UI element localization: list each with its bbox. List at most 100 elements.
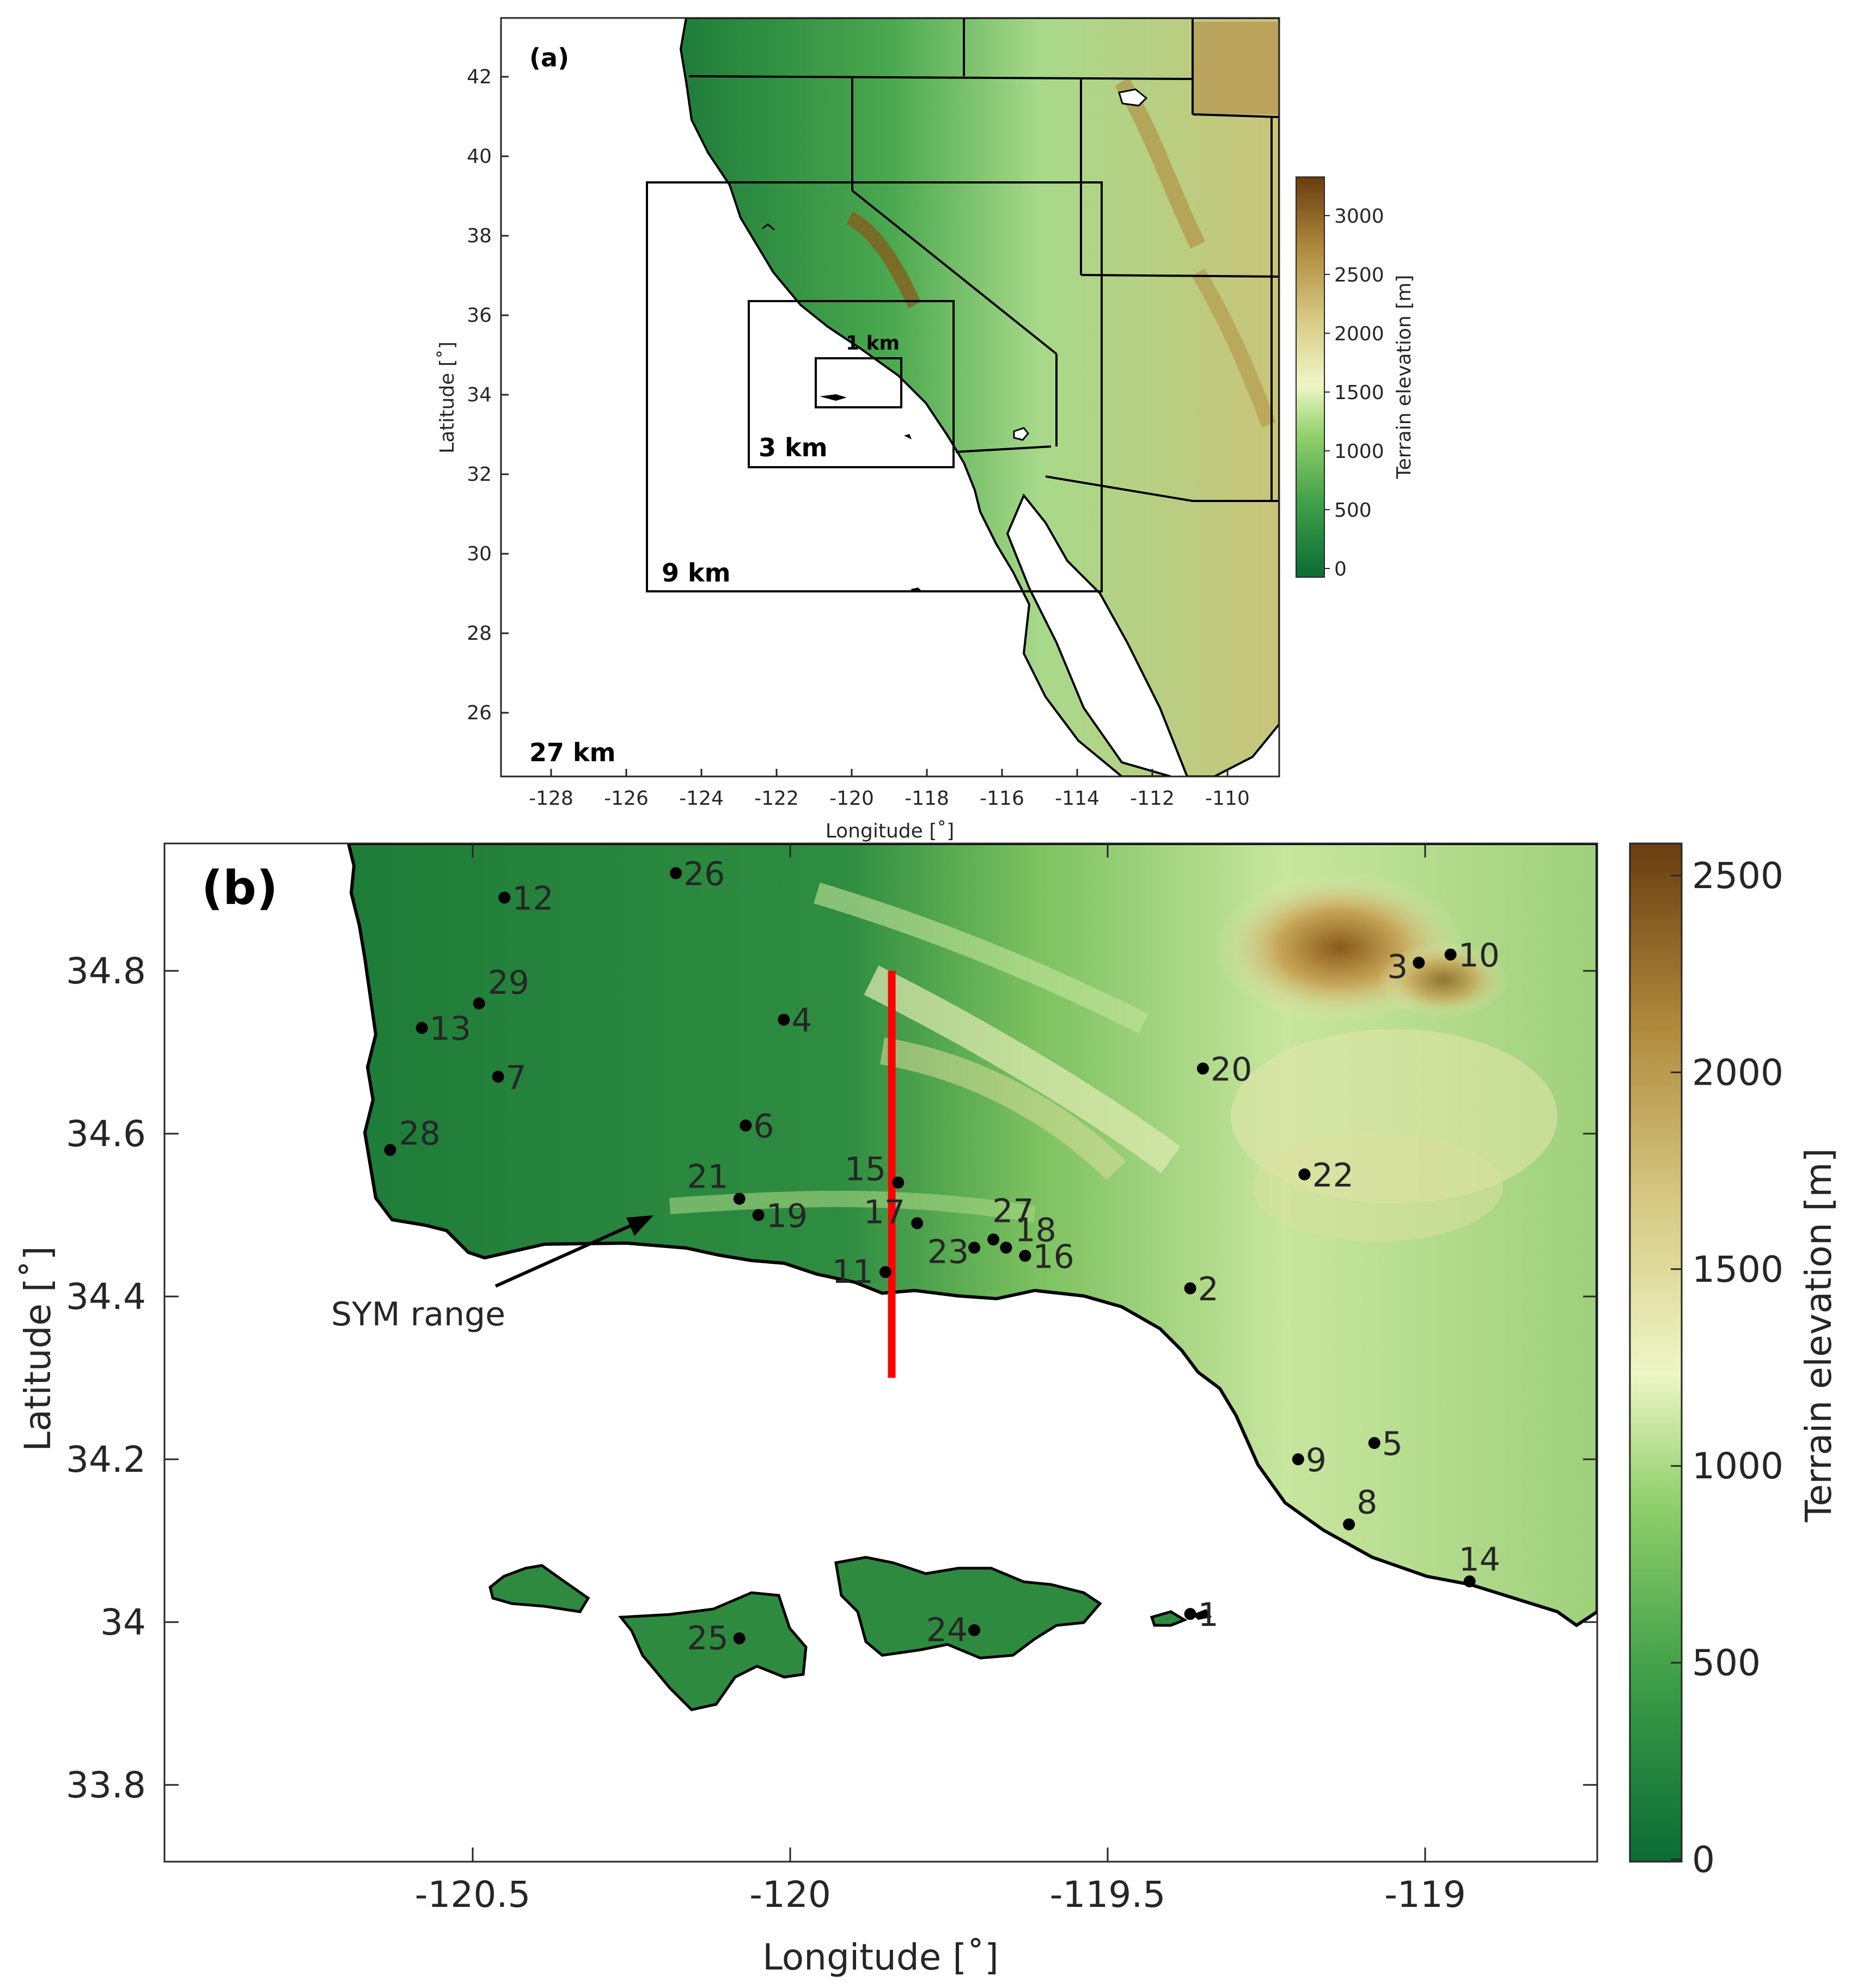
panel-a-y-ticks: 42 40 38 36 34 32 30 28 26 (467, 66, 509, 724)
panel-b-x-axis-title: Longitude [˚] (762, 1936, 999, 1978)
station-marker (1413, 957, 1425, 969)
panel-a-colorbar-tick-label: 2500 (1334, 264, 1384, 286)
panel-a-land (679, 18, 1279, 776)
station-marker (1368, 1437, 1380, 1449)
station-label: 21 (687, 1158, 728, 1196)
station-label: 3 (1387, 948, 1408, 986)
station-marker (968, 1241, 981, 1254)
panel-b-mainland (346, 843, 1597, 1628)
panel-a-x-axis-title: Longitude [˚] (826, 820, 955, 842)
sym-range-arrowhead (626, 1215, 653, 1236)
station-label: 25 (687, 1619, 728, 1657)
sym-range-label: SYM range (331, 1295, 505, 1334)
panel-a-colorbar-tick-label: 1500 (1334, 382, 1384, 404)
panel-a-axes-frame (500, 17, 1280, 778)
panel-a-y-tick-label: 36 (467, 304, 492, 327)
station-marker (492, 1071, 504, 1083)
station-marker (892, 1176, 905, 1189)
station-marker (879, 1266, 891, 1279)
station-label: 29 (488, 964, 529, 1002)
panel-b-colorbar-title: Terrain elevation [m] (1798, 1148, 1840, 1523)
panel-a-y-tick-label: 32 (467, 463, 492, 486)
station-label: 26 (683, 855, 725, 894)
station-label: 27 (992, 1192, 1034, 1230)
panel-a-x-tick-label: -124 (679, 787, 724, 810)
panel-a-colorbar-tick-label: 1000 (1334, 441, 1384, 463)
island-anacapa (1150, 1610, 1188, 1627)
station-label: 4 (791, 1002, 812, 1040)
station-label: 10 (1458, 937, 1500, 975)
domain-9km-box (646, 181, 1103, 592)
panel-b-x-tick-label: -120 (749, 1874, 831, 1916)
domain-1km-label: 1 km (846, 332, 900, 354)
station-marker (473, 997, 485, 1010)
station-marker (1000, 1241, 1012, 1254)
panel-a-x-tick-label: -118 (905, 787, 949, 810)
panel-a-y-tick-label: 40 (467, 145, 492, 168)
domain-27km-label: 27 km (529, 738, 616, 767)
station-marker (1184, 1282, 1196, 1295)
panel-a-colorbar-ticks: 3000 2500 2000 1500 1000 500 0 (1324, 205, 1384, 580)
panel-a-x-tick-label: -112 (1130, 787, 1175, 810)
panel-a-colorbar (1296, 176, 1325, 578)
panel-b-y-tick-label: 34.2 (66, 1439, 146, 1481)
station-marker (911, 1217, 924, 1229)
panel-a-x-tick-label: -126 (604, 787, 649, 810)
island-santa-cruz (834, 1556, 1102, 1660)
station-label: 9 (1306, 1441, 1327, 1479)
panel-b-y-tick-label: 34.8 (66, 950, 146, 992)
panel-b-colorbar (1629, 842, 1683, 1863)
panel-a-colorbar-tick-label: 500 (1334, 499, 1372, 522)
panel-b-y-tick-label: 34.6 (66, 1113, 146, 1155)
panel-a: (a) 27 km 9 km 3 km 1 km -128 -126 -124 -12… (436, 17, 1415, 842)
station-marker (1292, 1453, 1304, 1465)
panel-b-colorbar-tick-label: 1500 (1692, 1249, 1783, 1290)
station-marker (1463, 1575, 1476, 1588)
panel-b-x-tick-label: -120.5 (415, 1874, 531, 1916)
panel-a-colorbar-tick-label: 3000 (1334, 205, 1384, 228)
panel-a-y-axis-title: Latitude [˚] (436, 341, 459, 454)
station-label: 20 (1211, 1050, 1252, 1088)
panel-a-y-tick-label: 28 (467, 622, 492, 645)
station-label: 18 (1015, 1211, 1056, 1249)
station-marker (1019, 1250, 1031, 1262)
panel-b-colorbar-tick-label: 2500 (1692, 855, 1783, 897)
panel-b-colorbar-tick-label: 2000 (1692, 1051, 1783, 1093)
station-marker (752, 1209, 765, 1221)
station-label: 22 (1312, 1157, 1353, 1195)
panel-b-axes-frame (163, 842, 1598, 1863)
panel-a-terrain (501, 18, 1279, 776)
panel-a-x-tick-label: -116 (980, 787, 1024, 810)
panel-b-x-tick-label: -119.5 (1050, 1874, 1166, 1916)
domain-3km-label: 3 km (759, 433, 828, 462)
station-label: 17 (864, 1193, 905, 1231)
station-label: 13 (430, 1010, 471, 1048)
station-marker (968, 1624, 981, 1636)
station-marker (498, 891, 511, 904)
station-marker (1444, 949, 1457, 961)
station-label: 19 (766, 1197, 808, 1235)
panel-a-colorbar-title: Terrain elevation [m] (1393, 275, 1415, 480)
station-marker (1184, 1608, 1196, 1620)
station-marker (740, 1120, 752, 1132)
panel-a-x-tick-label: -122 (754, 787, 799, 810)
station-label: 1 (1198, 1596, 1219, 1634)
station-label: 15 (845, 1151, 886, 1189)
panel-b-y-axis-title: Latitude [˚] (17, 1246, 59, 1451)
station-marker (1343, 1518, 1355, 1531)
island-san-miguel (488, 1564, 590, 1613)
panel-a-x-ticks: -128 -126 -124 -122 -120 -118 -116 -114 -112 -110 (529, 769, 1250, 810)
station-marker (1196, 1062, 1209, 1075)
panel-a-colorbar-tick-label: 2000 (1334, 323, 1384, 345)
panel-b-label: (b) (201, 861, 278, 915)
station-label: 6 (753, 1108, 774, 1146)
station-marker (733, 1192, 746, 1205)
station-marker (778, 1013, 790, 1026)
station-label: 7 (506, 1059, 527, 1097)
panel-a-x-tick-label: -110 (1205, 787, 1250, 810)
panel-a-x-tick-label: -114 (1055, 787, 1099, 810)
panel-b-terrain (164, 843, 1597, 1862)
panel-b-colorbar-tick-label: 500 (1692, 1642, 1761, 1684)
